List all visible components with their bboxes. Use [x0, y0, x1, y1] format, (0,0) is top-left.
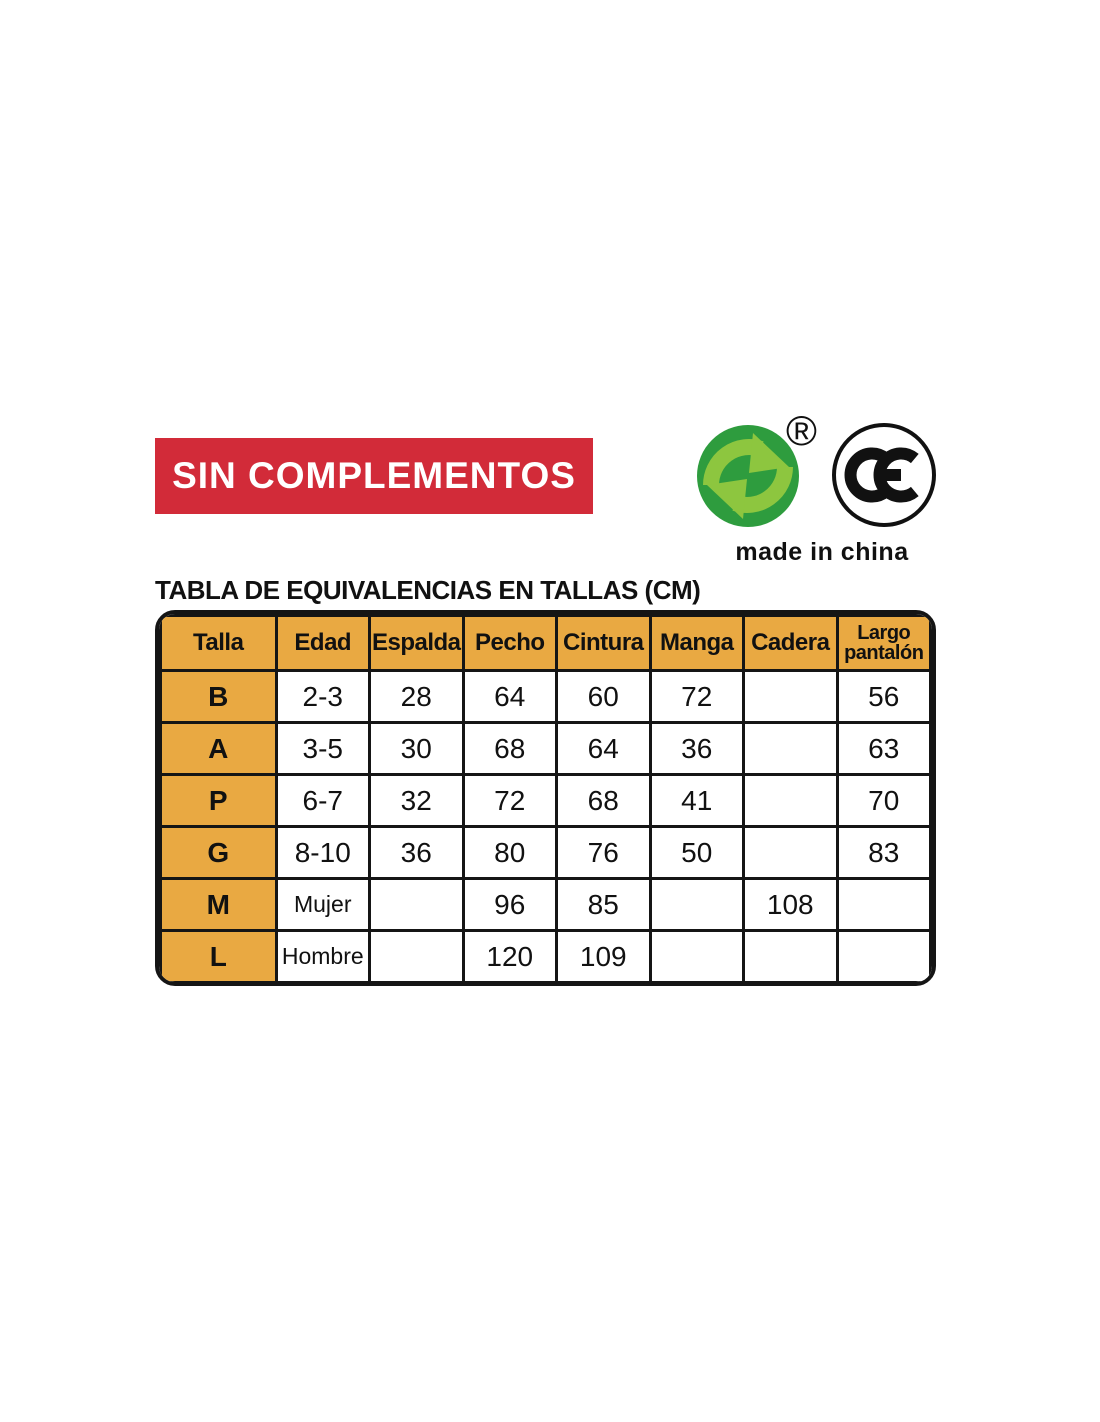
table-cell: 64: [555, 721, 652, 776]
table-cell: 85: [555, 877, 652, 932]
table-cell: 6-7: [274, 773, 371, 828]
size-code-cell: P: [159, 773, 278, 828]
table-cell: 109: [555, 929, 652, 982]
table-cell: 50: [648, 825, 745, 880]
size-table-title: TABLA DE EQUIVALENCIAS EN TALLAS (CM): [155, 575, 701, 605]
size-equivalence-table: Talla Edad Espalda Pecho Cintura Manga C…: [155, 610, 936, 986]
table-cell: [648, 877, 745, 932]
table-cell: [742, 773, 839, 828]
table-cell: Hombre: [274, 929, 371, 982]
made-in-china-label: made in china: [735, 538, 909, 566]
table-cell: [742, 721, 839, 776]
size-code-cell: B: [159, 669, 278, 724]
table-cell: Mujer: [274, 877, 371, 932]
table-cell: 80: [461, 825, 558, 880]
table-cell: [368, 877, 465, 932]
column-header-talla: Talla: [159, 614, 278, 672]
table-cell: [742, 669, 839, 724]
table-row: G 8-10 36 80 76 50 83: [159, 825, 932, 880]
table-cell: [742, 929, 839, 982]
column-header-pecho: Pecho: [461, 614, 558, 672]
green-dot-icon: [697, 425, 799, 527]
registered-trademark-icon: ®: [786, 407, 817, 454]
column-header-largo-pantalon: Largo pantalón: [835, 614, 932, 672]
table-cell: 3-5: [274, 721, 371, 776]
table-cell: [835, 929, 932, 982]
table-row: B 2-3 28 64 60 72 56: [159, 669, 932, 724]
table-cell: [835, 877, 932, 932]
table-cell: 68: [555, 773, 652, 828]
table-cell: [742, 825, 839, 880]
table-cell: 36: [368, 825, 465, 880]
table-cell: 108: [742, 877, 839, 932]
table-cell: 72: [461, 773, 558, 828]
table-cell: 72: [648, 669, 745, 724]
table-cell: 70: [835, 773, 932, 828]
size-table: Talla Edad Espalda Pecho Cintura Manga C…: [159, 614, 932, 982]
table-row: P 6-7 32 72 68 41 70: [159, 773, 932, 828]
table-cell: 28: [368, 669, 465, 724]
table-cell: 60: [555, 669, 652, 724]
no-accessories-banner: SIN COMPLEMENTOS: [155, 438, 593, 514]
banner-label: SIN COMPLEMENTOS: [172, 455, 576, 496]
column-header-manga: Manga: [648, 614, 745, 672]
table-row: A 3-5 30 68 64 36 63: [159, 721, 932, 776]
table-cell: 120: [461, 929, 558, 982]
size-code-cell: L: [159, 929, 278, 982]
table-cell: 63: [835, 721, 932, 776]
table-cell: 96: [461, 877, 558, 932]
table-cell: 56: [835, 669, 932, 724]
column-header-cadera: Cadera: [742, 614, 839, 672]
table-cell: 68: [461, 721, 558, 776]
size-code-cell: G: [159, 825, 278, 880]
ce-mark-icon: [832, 423, 936, 527]
table-cell: 41: [648, 773, 745, 828]
table-cell: [368, 929, 465, 982]
table-cell: 32: [368, 773, 465, 828]
size-code-cell: A: [159, 721, 278, 776]
table-row: L Hombre 120 109: [159, 929, 932, 982]
table-cell: 8-10: [274, 825, 371, 880]
column-header-edad: Edad: [274, 614, 371, 672]
header-row: Talla Edad Espalda Pecho Cintura Manga C…: [159, 614, 932, 672]
table-cell: 76: [555, 825, 652, 880]
column-header-cintura: Cintura: [555, 614, 652, 672]
table-row: M Mujer 96 85 108: [159, 877, 932, 932]
table-cell: 64: [461, 669, 558, 724]
column-header-espalda: Espalda: [368, 614, 465, 672]
table-cell: 83: [835, 825, 932, 880]
table-cell: 36: [648, 721, 745, 776]
table-cell: 2-3: [274, 669, 371, 724]
size-code-cell: M: [159, 877, 278, 932]
table-cell: [648, 929, 745, 982]
table-cell: 30: [368, 721, 465, 776]
